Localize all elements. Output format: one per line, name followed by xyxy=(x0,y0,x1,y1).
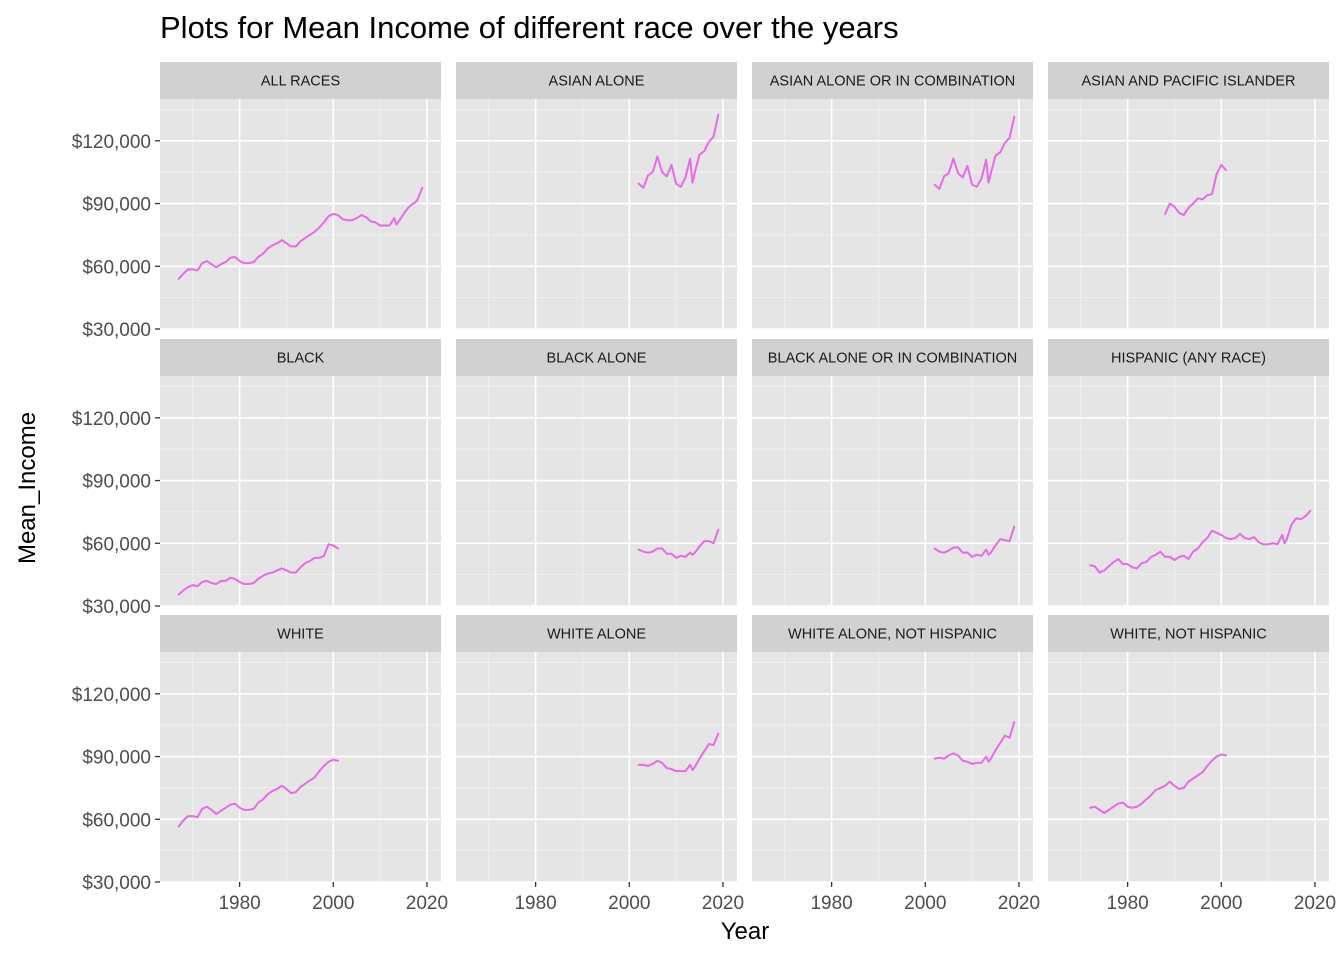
x-axis-col-2: 1980 2000 2020 xyxy=(514,882,744,914)
facet-strip xyxy=(752,339,1033,376)
plot-panel xyxy=(752,376,1033,606)
series-line-white-not-hispanic xyxy=(1089,753,1227,814)
facet-panel-white: WHITE xyxy=(160,615,441,883)
facet-strip-label: BLACK xyxy=(277,351,325,367)
y-tick-label: $30,000 xyxy=(82,320,151,341)
x-tick-label: 2020 xyxy=(1294,893,1336,914)
facet-strip-label: WHITE ALONE xyxy=(547,627,646,643)
x-tick-label: 2000 xyxy=(1200,893,1242,914)
x-axis-col-3: 1980 2000 2020 xyxy=(810,882,1040,914)
y-tick-label: $90,000 xyxy=(82,472,151,493)
y-axis-row-3: $30,000 $60,000 $90,000 $120,000 xyxy=(72,685,160,894)
x-tick-label: 2000 xyxy=(608,893,650,914)
facet-strip xyxy=(1048,339,1329,376)
series-line-black xyxy=(177,543,339,596)
facet-panel-black: BLACK xyxy=(160,339,441,607)
plot-panel xyxy=(1048,99,1329,329)
facet-panel-hispanic-any-race: HISPANIC (ANY RACE) xyxy=(1048,339,1329,607)
series-line-hispanic-any-race xyxy=(1089,509,1312,574)
series-line-white xyxy=(177,758,339,828)
facet-strip-label: BLACK ALONE xyxy=(547,351,647,367)
facet-strip-label: WHITE ALONE, NOT HISPANIC xyxy=(788,627,997,643)
facet-strip xyxy=(752,615,1033,652)
facet-panel-white-alone-not-hispanic: WHITE ALONE, NOT HISPANIC xyxy=(752,615,1033,883)
y-tick-label: $120,000 xyxy=(72,685,151,706)
facet-strip xyxy=(456,615,737,652)
plot-panel xyxy=(456,376,737,606)
facet-strip-label: WHITE, NOT HISPANIC xyxy=(1110,627,1267,643)
x-tick-label: 2020 xyxy=(702,893,744,914)
y-tick-label: $60,000 xyxy=(82,257,151,278)
plot-panel xyxy=(752,99,1033,329)
facet-panel-asian-alone: ASIAN ALONE xyxy=(456,62,737,330)
facet-panels: ALL RACES ASIAN ALONE ASIAN ALONE OR IN CO… xyxy=(160,62,1329,883)
facet-strip xyxy=(160,62,441,99)
y-axis-row-2: $30,000 $60,000 $90,000 $120,000 xyxy=(72,409,160,618)
x-tick-label: 1980 xyxy=(218,893,260,914)
facet-panel-asian-and-pacific-islander: ASIAN AND PACIFIC ISLANDER xyxy=(1048,62,1329,330)
facet-strip-label: WHITE xyxy=(277,627,324,643)
x-tick-label: 2000 xyxy=(312,893,354,914)
x-tick-label: 1980 xyxy=(810,893,852,914)
x-tick-label: 2020 xyxy=(406,893,448,914)
y-tick-label: $30,000 xyxy=(82,597,151,618)
plot-panel xyxy=(160,376,441,606)
facet-strip xyxy=(752,62,1033,99)
facet-panel-white-alone: WHITE ALONE xyxy=(456,615,737,883)
facet-panel-all-races: ALL RACES xyxy=(160,62,441,330)
facet-panel-white-not-hispanic: WHITE, NOT HISPANIC xyxy=(1048,615,1329,883)
x-tick-label: 2020 xyxy=(998,893,1040,914)
plot-panel xyxy=(160,99,441,329)
plot-panel xyxy=(1048,376,1329,606)
series-line-white-alone-not-hispanic xyxy=(933,721,1016,765)
plot-panel xyxy=(456,99,737,329)
x-axis-col-1: 1980 2000 2020 xyxy=(218,882,448,914)
x-tick-label: 2000 xyxy=(904,893,946,914)
y-tick-label: $90,000 xyxy=(82,748,151,769)
plot-panel xyxy=(752,652,1033,882)
facet-strip-label: BLACK ALONE OR IN COMBINATION xyxy=(768,351,1018,367)
plot-panel xyxy=(1048,652,1329,882)
x-axis-col-4: 1980 2000 2020 xyxy=(1106,882,1336,914)
y-tick-label: $90,000 xyxy=(82,195,151,216)
facet-panel-black-alone: BLACK ALONE xyxy=(456,339,737,607)
facet-strip xyxy=(160,615,441,652)
y-tick-label: $60,000 xyxy=(82,534,151,555)
facet-strip xyxy=(1048,62,1329,99)
series-line-all-races xyxy=(177,186,424,280)
x-axis-title: Year xyxy=(721,918,770,945)
facet-strip-label: ASIAN ALONE OR IN COMBINATION xyxy=(770,74,1015,90)
chart-title: Plots for Mean Income of different race … xyxy=(160,10,899,45)
facet-strip xyxy=(160,339,441,376)
facet-strip xyxy=(456,62,737,99)
facet-strip-label: ASIAN AND PACIFIC ISLANDER xyxy=(1081,74,1295,90)
y-tick-label: $120,000 xyxy=(72,132,151,153)
facet-strip-label: ASIAN ALONE xyxy=(549,74,645,90)
facet-strip xyxy=(456,339,737,376)
facet-strip xyxy=(1048,615,1329,652)
series-line-black-alone-or-in-combination xyxy=(933,525,1016,558)
facet-strip-label: HISPANIC (ANY RACE) xyxy=(1111,351,1266,367)
y-axis-title: Mean_Income xyxy=(14,412,41,564)
x-tick-label: 1980 xyxy=(1106,893,1148,914)
series-line-asian-and-pacific-islander xyxy=(1164,163,1227,217)
y-tick-label: $120,000 xyxy=(72,409,151,430)
y-axis-row-1: $30,000 $60,000 $90,000 $120,000 xyxy=(72,132,160,341)
x-axes: 1980 2000 2020 1980 2000 2020 1980 2000 2020 1980… xyxy=(218,882,1336,914)
plot-panel xyxy=(160,652,441,882)
series-line-asian-alone xyxy=(637,113,720,189)
facet-panel-black-alone-or-in-combination: BLACK ALONE OR IN COMBINATION xyxy=(752,339,1033,607)
facet-panel-asian-alone-or-in-combination: ASIAN ALONE OR IN COMBINATION xyxy=(752,62,1033,330)
y-tick-label: $60,000 xyxy=(82,810,151,831)
x-tick-label: 1980 xyxy=(514,893,556,914)
series-line-black-alone xyxy=(637,528,720,559)
y-axes: $30,000 $60,000 $90,000 $120,000 $30,000 $60,… xyxy=(72,132,160,894)
series-line-asian-alone-or-in-combination xyxy=(933,115,1016,190)
series-line-white-alone xyxy=(637,732,720,773)
y-tick-label: $30,000 xyxy=(82,873,151,894)
facet-strip-label: ALL RACES xyxy=(261,74,340,90)
